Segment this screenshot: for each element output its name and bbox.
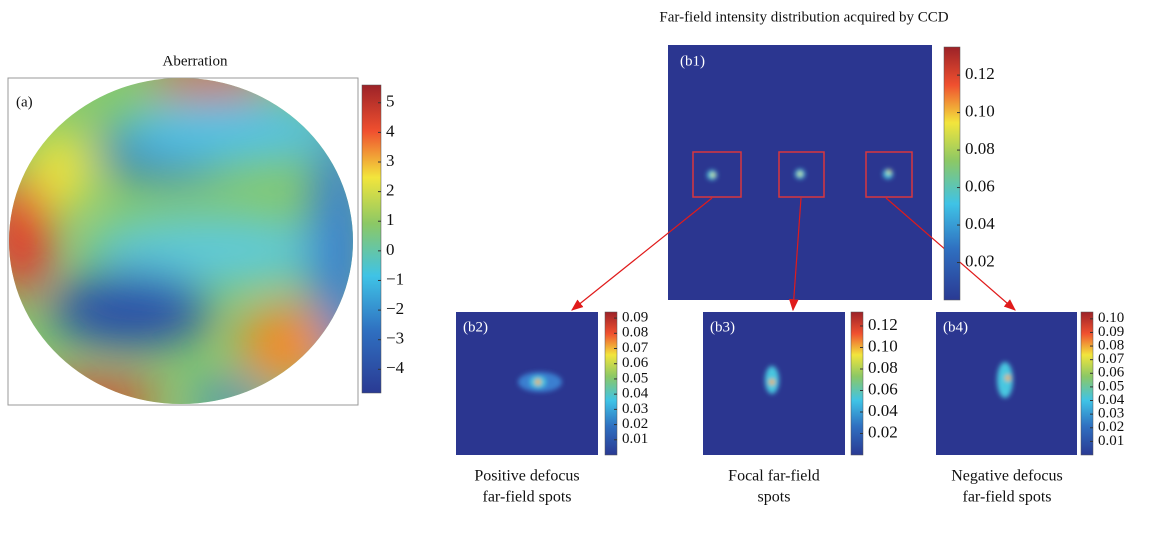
caption: Positive defocus <box>474 468 579 485</box>
panel-title: Aberration <box>163 53 228 69</box>
colorbar-tick-label: −2 <box>386 299 404 318</box>
colorbar-tick-label: 0.06 <box>622 355 649 371</box>
panel-label: (b1) <box>680 53 705 69</box>
colorbar-tick-label: 0.06 <box>965 176 995 195</box>
colorbar <box>362 85 381 393</box>
caption: Focal far-field <box>728 468 820 485</box>
caption: Negative defocus <box>951 468 1063 485</box>
colorbar-tick-label: 0 <box>386 240 395 259</box>
colorbar-tick-label: 0.10 <box>965 101 995 120</box>
colorbar-tick-label: 1 <box>386 210 395 229</box>
colorbar-tick-label: 0.08 <box>965 139 995 158</box>
colorbar-tick-label: 0.12 <box>868 315 898 334</box>
colorbar-tick-label: 0.09 <box>622 310 648 326</box>
colorbar-tick-label: 0.07 <box>622 340 649 356</box>
colorbar-tick-label: 0.06 <box>868 379 898 398</box>
colorbar <box>1081 312 1093 455</box>
colorbar-tick-label: 0.02 <box>868 422 898 441</box>
small-images <box>456 312 1077 455</box>
colorbar-tick-label: 0.04 <box>868 401 898 420</box>
colorbar-tick-label: 0.12 <box>965 64 995 83</box>
colorbar-tick-label: 0.01 <box>622 431 648 447</box>
colorbar-tick-label: 0.04 <box>965 214 995 233</box>
panel-label: (a) <box>16 94 33 110</box>
panel-title: Far-field intensity distribution acquire… <box>659 9 948 25</box>
colorbar-tick-label: 0.02 <box>965 251 995 270</box>
aberration-map <box>0 65 370 420</box>
caption: far-field spots <box>963 489 1052 506</box>
colorbar-tick-label: 0.02 <box>622 416 648 432</box>
figure: Aberration (a) Far-field intensity distr… <box>0 0 1164 537</box>
colorbar-tick-label: 0.08 <box>868 358 898 377</box>
colorbar-tick-label: −3 <box>386 329 404 348</box>
colorbar-tick-label: 0.04 <box>622 386 649 402</box>
colorbar-tick-label: 3 <box>386 151 395 170</box>
panel-label: (b2) <box>463 319 488 335</box>
colorbar-tick-label: 0.10 <box>868 336 898 355</box>
colorbar-tick-label: 0.08 <box>622 325 648 341</box>
colorbar-tick-label: 5 <box>386 92 395 111</box>
colorbar-tick-label: 0.03 <box>622 401 648 417</box>
colorbar-tick-label: −1 <box>386 269 404 288</box>
colorbar-tick-label: 4 <box>386 121 395 140</box>
colorbar-tick-label: 2 <box>386 181 395 200</box>
panel-label: (b4) <box>943 319 968 335</box>
caption: spots <box>758 489 791 506</box>
colorbar-tick-label: 0.05 <box>622 370 648 386</box>
colorbar-tick-label: −4 <box>386 358 405 377</box>
caption: far-field spots <box>483 489 572 506</box>
panel-label: (b3) <box>710 319 735 335</box>
colorbar-tick-label: 0.01 <box>1098 433 1124 449</box>
